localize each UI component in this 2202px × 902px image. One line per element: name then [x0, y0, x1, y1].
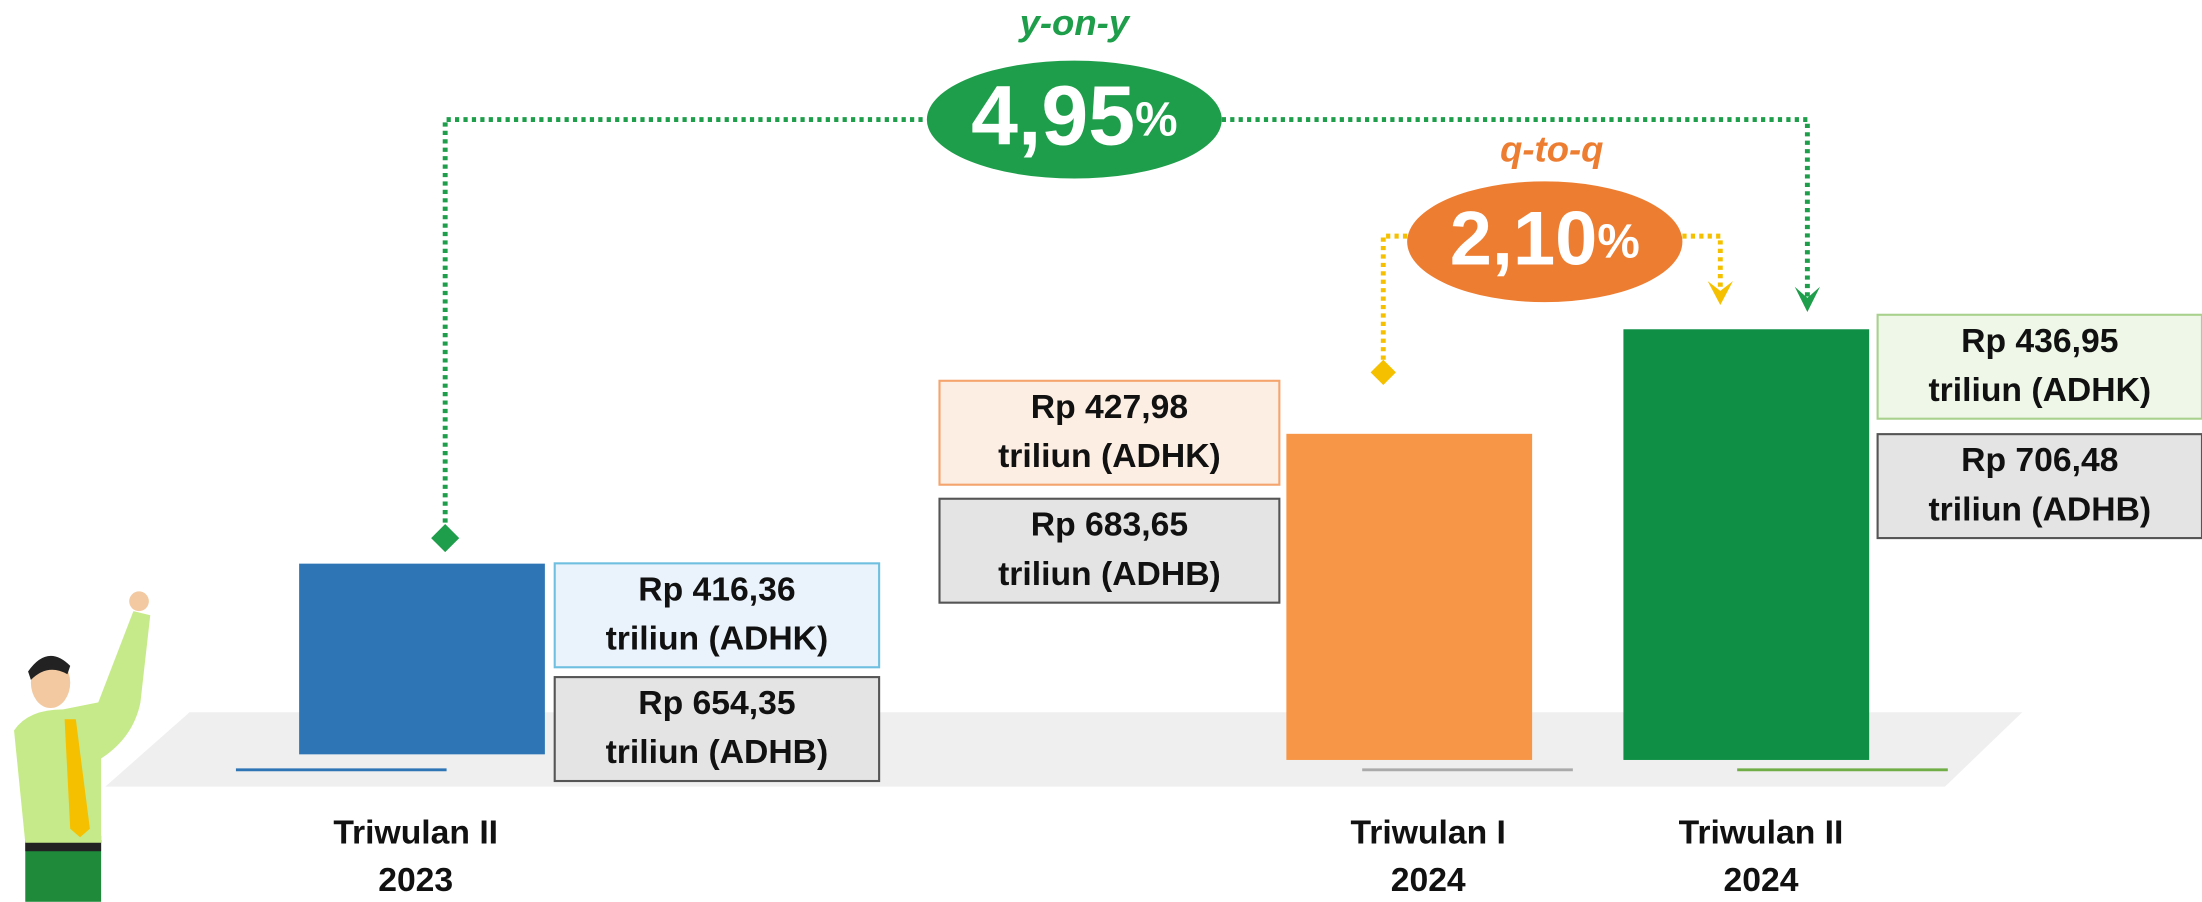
value-label: triliun (ADHK)	[1928, 371, 2151, 409]
x-tick-label: Triwulan II	[333, 813, 498, 851]
value-label: triliun (ADHB)	[998, 555, 1221, 593]
yoy-line	[442, 117, 927, 532]
yoy-line	[1221, 117, 1810, 298]
bar	[299, 563, 545, 755]
value-label: Rp 654,35	[638, 684, 795, 722]
value-box	[1876, 433, 2202, 540]
x-tick-label: 2023	[378, 861, 453, 899]
growth-name: q-to-q	[1500, 129, 1603, 170]
value-label: triliun (ADHK)	[606, 619, 829, 657]
person-belt	[25, 840, 102, 852]
value-box	[938, 379, 1281, 486]
qtq-line	[1682, 233, 1723, 290]
bar	[1286, 433, 1533, 760]
person-tie	[64, 719, 90, 838]
person-body	[14, 611, 151, 843]
growth-value: 2,10%	[1450, 197, 1640, 282]
value-label: Rp 427,98	[1031, 388, 1188, 426]
value-label: Rp 706,48	[1961, 441, 2118, 479]
value-label: triliun (ADHB)	[1928, 490, 2151, 528]
growth-value: 4,95%	[971, 69, 1177, 163]
person-hand	[129, 591, 149, 612]
diamond	[431, 524, 460, 553]
value-box	[938, 497, 1281, 604]
value-box	[553, 562, 881, 669]
person	[14, 591, 151, 902]
growth-unit: %	[1135, 93, 1177, 146]
value-label: Rp 683,65	[1031, 506, 1188, 544]
x-tick-label: 2024	[1391, 861, 1466, 899]
value-box	[553, 676, 881, 783]
growth-unit: %	[1597, 215, 1639, 268]
value-label: Rp 416,36	[638, 570, 795, 608]
value-label: triliun (ADHB)	[606, 733, 829, 771]
value-box	[1876, 313, 2202, 420]
growth-number: 2,10	[1450, 197, 1598, 282]
growth-badge	[1407, 181, 1683, 303]
connectors	[442, 117, 1810, 532]
arrow	[1707, 281, 1733, 305]
value-label: Rp 436,95	[1961, 322, 2118, 360]
x-tick-label: Triwulan I	[1351, 813, 1506, 851]
diamond	[1370, 359, 1396, 385]
growth-badge	[926, 60, 1222, 179]
arrow	[1794, 286, 1821, 312]
growth-number: 4,95	[971, 69, 1135, 163]
x-tick-label: 2024	[1724, 861, 1799, 899]
bar	[1623, 329, 1870, 760]
value-label: triliun (ADHK)	[998, 437, 1221, 475]
person-hair	[28, 655, 71, 680]
x-tick-label: Triwulan II	[1679, 813, 1844, 851]
qtq-line	[1380, 233, 1409, 369]
growth-name: y-on-y	[1018, 2, 1131, 43]
